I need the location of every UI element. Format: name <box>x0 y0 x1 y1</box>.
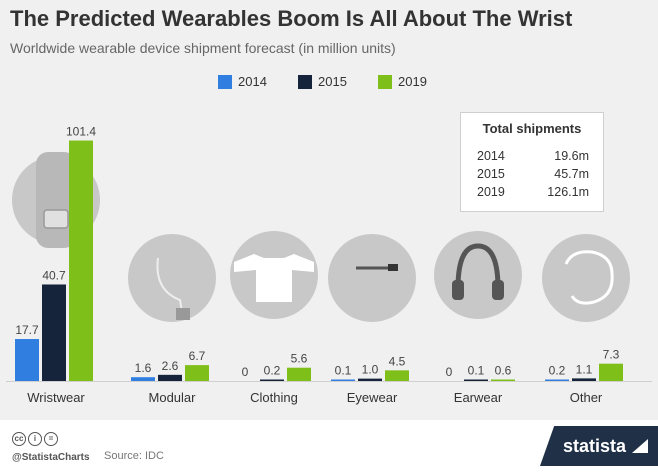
modular-device-icon <box>128 234 216 322</box>
value-label: 1.6 <box>135 361 152 375</box>
source-note: Source: IDC <box>104 450 164 462</box>
legend-swatch-2019 <box>378 74 392 89</box>
total-value: 45.7m <box>554 167 589 181</box>
glasses-lens <box>388 264 398 271</box>
total-year: 2019 <box>477 185 505 199</box>
total-value: 126.1m <box>547 185 589 199</box>
value-label: 7.3 <box>603 348 620 362</box>
value-label: 5.6 <box>291 352 308 366</box>
footer: cc i = @StatistaCharts Source: IDC stati… <box>0 420 658 472</box>
total-shipments-box: Total shipments 2014 19.6m 2015 45.7m 20… <box>460 112 604 212</box>
glasses-icon <box>328 234 416 322</box>
creative-commons-icons: cc i = <box>12 432 58 446</box>
legend-label-2019: 2019 <box>398 74 427 89</box>
shirt-icon <box>230 231 318 319</box>
bar-2014-wristwear <box>15 339 39 381</box>
bar-2019-eyewear <box>385 370 409 381</box>
bar-2014-eyewear <box>331 379 355 381</box>
value-label: 0 <box>446 365 453 379</box>
chart-subtitle: Worldwide wearable device shipment forec… <box>10 40 396 56</box>
value-label: 0.2 <box>549 364 566 378</box>
bar-2014-modular <box>131 377 155 381</box>
cc-icon: cc <box>12 432 26 446</box>
statista-logo[interactable]: statista <box>540 426 658 466</box>
category-label: Clothing <box>250 390 298 405</box>
legend-item-2015: 2015 <box>298 74 347 89</box>
device-box <box>176 308 190 320</box>
legend-item-2019: 2019 <box>378 74 427 89</box>
legend-swatch-2015 <box>298 74 312 89</box>
value-label: 17.7 <box>15 323 39 337</box>
bar-2019-modular <box>185 365 209 381</box>
category-label: Eyewear <box>347 390 398 405</box>
twitter-handle: @StatistaCharts <box>12 452 90 463</box>
brain-outline <box>564 250 614 305</box>
total-year: 2015 <box>477 167 505 181</box>
total-year: 2014 <box>477 149 505 163</box>
statista-wordmark: statista <box>562 435 626 456</box>
brain-icon-disc <box>542 234 630 322</box>
legend-swatch-2014 <box>218 74 232 89</box>
value-label: 1.1 <box>576 362 593 376</box>
legend-item-2014: 2014 <box>218 74 267 89</box>
value-label: 4.5 <box>389 354 406 368</box>
value-label: 1.0 <box>362 363 379 377</box>
headphones-icon <box>434 231 522 319</box>
bar-2015-earwear <box>464 379 488 381</box>
legend: 2014 2015 2019 <box>0 74 658 94</box>
by-icon: i <box>28 432 42 446</box>
bar-2015-modular <box>158 374 182 381</box>
value-label: 2.6 <box>162 359 179 373</box>
bar-2015-eyewear <box>358 378 382 381</box>
category-icons <box>12 152 630 322</box>
value-label: 40.7 <box>42 268 66 282</box>
glasses-icon-disc <box>328 234 416 322</box>
headband <box>455 243 501 289</box>
value-label: 101.4 <box>66 125 96 139</box>
value-label: 6.7 <box>189 349 206 363</box>
total-value: 19.6m <box>554 149 589 163</box>
value-label: 0.6 <box>495 364 512 378</box>
brain-icon <box>542 234 630 322</box>
category-label: Wristwear <box>27 390 85 405</box>
nd-icon: = <box>44 432 58 446</box>
chart-title: The Predicted Wearables Boom Is All Abou… <box>10 6 573 31</box>
bar-2019-earwear <box>491 379 515 381</box>
left-earcup <box>452 280 464 300</box>
shirt-shape <box>234 254 314 302</box>
modular-device-icon-disc <box>128 234 216 322</box>
cable-line <box>156 257 183 313</box>
bar-2015-wristwear <box>42 284 66 381</box>
value-label: 0.1 <box>468 364 485 378</box>
legend-label-2014: 2014 <box>238 74 267 89</box>
bar-2019-clothing <box>287 367 311 381</box>
value-label: 0.1 <box>335 364 352 378</box>
category-label: Modular <box>149 390 197 405</box>
value-label: 0 <box>242 365 249 379</box>
watch-face <box>43 209 69 229</box>
bar-2019-wristwear <box>69 140 93 381</box>
legend-label-2015: 2015 <box>318 74 347 89</box>
bar-2015-clothing <box>260 379 284 381</box>
right-earcup <box>492 280 504 300</box>
bar-2019-other <box>599 363 623 381</box>
bar-2015-other <box>572 378 596 381</box>
category-label: Earwear <box>454 390 503 405</box>
value-label: 0.2 <box>264 364 281 378</box>
category-label: Other <box>570 390 603 405</box>
total-shipments-title: Total shipments <box>482 121 582 136</box>
statista-logo-icon <box>632 439 648 453</box>
bar-2014-other <box>545 379 569 381</box>
